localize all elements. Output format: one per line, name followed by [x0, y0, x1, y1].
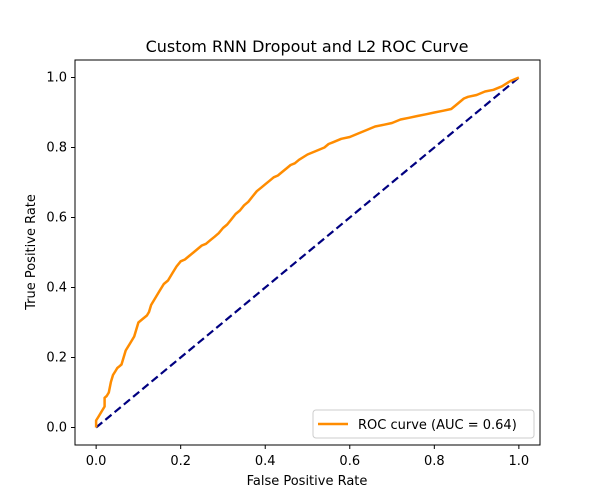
y-tick-label: 0.4: [46, 281, 67, 296]
y-axis-ticks: 0.0 0.2 0.4 0.6 0.8 1.0: [46, 71, 75, 436]
x-tick-label: 0.0: [86, 454, 107, 469]
roc-curve-line: [94, 76, 520, 428]
y-tick-label: 0.6: [46, 211, 67, 226]
x-axis-ticks: 0.0 0.2 0.4 0.6 0.8 1.0: [86, 445, 529, 469]
chance-diagonal-line: [95, 76, 520, 429]
y-tick-label: 0.0: [46, 421, 67, 436]
plot-frame: [74, 59, 541, 446]
y-axis-label: True Positive Rate: [24, 194, 39, 311]
legend-box: [312, 409, 535, 439]
x-tick-label: 0.6: [339, 454, 360, 469]
x-axis-label: False Positive Rate: [247, 474, 368, 489]
y-tick-label: 0.8: [46, 141, 67, 156]
x-tick-label: 1.0: [509, 454, 530, 469]
series-layer: [94, 76, 520, 429]
legend: ROC curve (AUC = 0.64): [312, 409, 535, 439]
y-tick-label: 0.2: [46, 351, 67, 366]
y-tick-label: 1.0: [46, 71, 67, 86]
x-tick-label: 0.4: [255, 454, 276, 469]
x-tick-label: 0.8: [424, 454, 445, 469]
legend-label-roc: ROC curve (AUC = 0.64): [358, 418, 517, 433]
x-tick-label: 0.2: [170, 454, 191, 469]
chart-title: Custom RNN Dropout and L2 ROC Curve: [146, 37, 469, 56]
